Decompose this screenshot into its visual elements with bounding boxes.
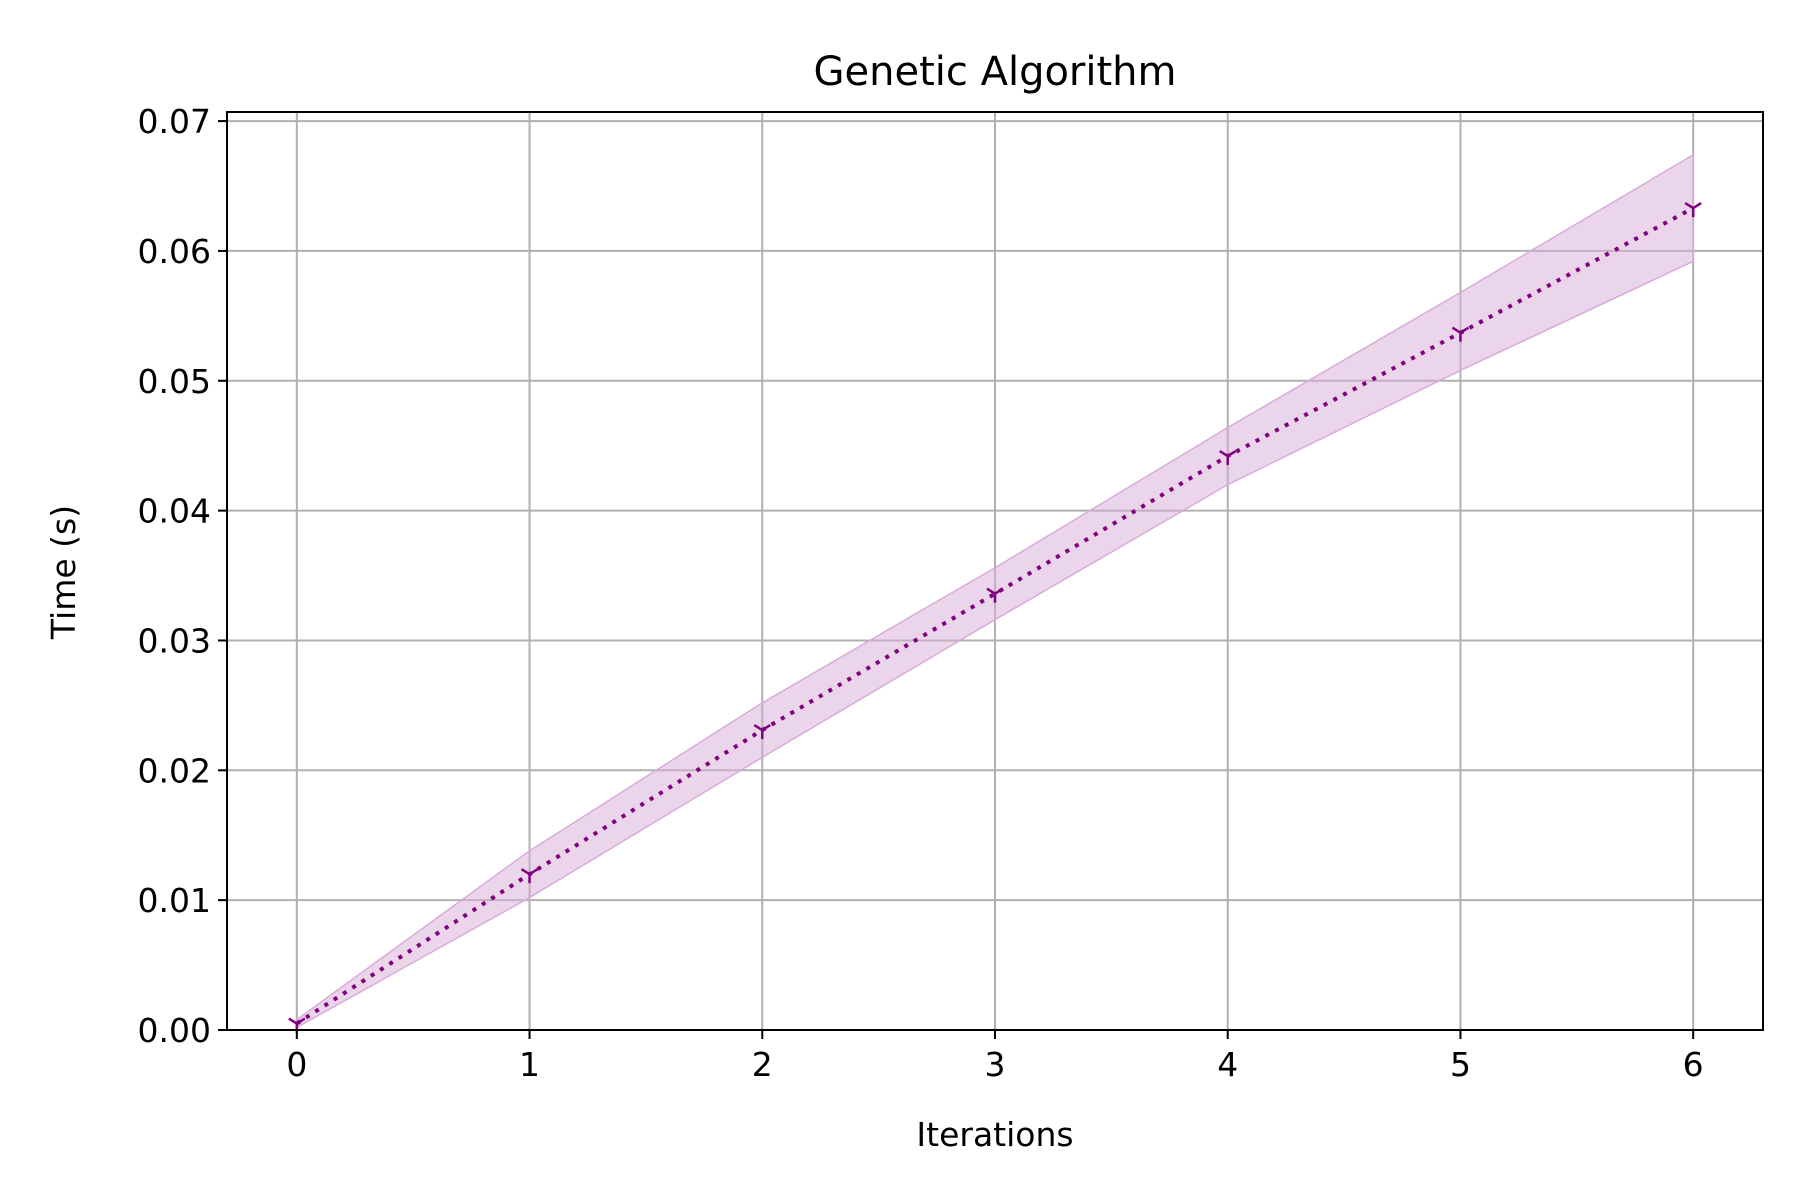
marker-stroke (528, 868, 539, 876)
x-tick-label: 2 (752, 1045, 773, 1084)
x-tick-label: 0 (286, 1045, 307, 1084)
y-axis-title: Time (s) (44, 505, 83, 640)
data-point-marker (1219, 450, 1237, 466)
y-tick-label: 0.07 (138, 102, 211, 141)
y-tick-label: 0.04 (138, 492, 211, 531)
data-point-marker (986, 587, 1004, 603)
marker-stroke (296, 1017, 306, 1025)
confidence-band (296, 153, 1694, 1029)
x-axis-title: Iterations (916, 1115, 1073, 1154)
marker-stroke (994, 587, 1004, 595)
y-tick-label: 0.02 (138, 751, 211, 790)
x-tick-label: 5 (1450, 1045, 1471, 1084)
x-axis-ticks: 0 1 2 3 4 5 6 (286, 1030, 1704, 1084)
marker-stroke (288, 1017, 298, 1025)
data-point-marker (520, 868, 539, 884)
x-tick-label: 4 (1217, 1045, 1238, 1084)
marker-stroke (986, 587, 996, 595)
y-tick-label: 0.03 (138, 621, 211, 660)
y-tick-label: 0.06 (138, 232, 211, 271)
chart-title: Genetic Algorithm (814, 49, 1177, 95)
y-tick-label: 0.00 (138, 1011, 211, 1050)
marker-stroke (1219, 450, 1229, 458)
marker-stroke (1692, 202, 1702, 210)
marker-stroke (1227, 450, 1237, 458)
y-tick-label: 0.05 (138, 362, 211, 401)
data-point-marker (1684, 202, 1702, 218)
marker-stroke (1451, 326, 1462, 334)
marker-stroke (753, 723, 763, 732)
data-point-marker (753, 723, 771, 740)
marker-stroke (520, 868, 531, 876)
y-tick-label: 0.01 (138, 881, 211, 920)
y-axis-ticks: 0.00 0.01 0.02 0.03 0.04 0.05 0.06 0.07 (138, 102, 227, 1050)
x-tick-label: 6 (1683, 1045, 1704, 1084)
x-tick-label: 1 (519, 1045, 540, 1084)
marker-layer (288, 202, 1702, 1033)
x-tick-label: 3 (985, 1045, 1006, 1084)
marker-stroke (1684, 202, 1694, 210)
grid (227, 112, 1763, 1031)
confidence-band-layer (296, 153, 1694, 1029)
marker-stroke (1459, 326, 1470, 334)
data-point-marker (1451, 326, 1470, 342)
marker-stroke (761, 723, 771, 732)
